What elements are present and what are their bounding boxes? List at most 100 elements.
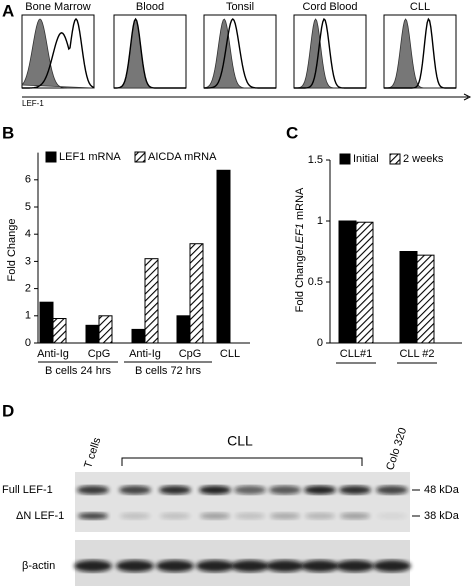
- x-tick-label: CpG: [88, 348, 111, 360]
- y-tick-label: 0: [317, 337, 323, 349]
- bar: [216, 169, 231, 344]
- band: [301, 560, 339, 572]
- histogram-title: Cord Blood: [302, 1, 357, 13]
- band: [373, 560, 411, 572]
- legend-label: Initial: [353, 153, 379, 165]
- x-label: LEF-1: [22, 99, 44, 108]
- legend-label: LEF1 mRNA: [59, 151, 121, 163]
- histogram-frame: [113, 14, 187, 89]
- legend-swatch: [134, 151, 146, 163]
- row-label: β-actin: [22, 560, 55, 572]
- blot: [75, 472, 410, 532]
- panel-letter: B: [2, 123, 14, 142]
- legend-swatch: [45, 151, 57, 163]
- x-tick-label: Anti-Ig: [129, 348, 161, 360]
- band: [160, 512, 190, 520]
- bar: [39, 301, 54, 344]
- band: [77, 485, 109, 495]
- band: [339, 485, 371, 495]
- band: [116, 560, 154, 572]
- lane-label: Colo 320: [384, 426, 409, 472]
- band: [304, 485, 336, 495]
- band: [376, 485, 408, 495]
- y-label-part: mRNA: [294, 187, 306, 220]
- panel-letter: C: [286, 123, 298, 142]
- y-tick-label: 1: [25, 310, 31, 322]
- band: [336, 560, 374, 572]
- bar: [355, 221, 374, 344]
- group-label: B cells 24 hrs: [45, 365, 112, 377]
- x-tick-label: CLL #2: [399, 348, 434, 360]
- bar: [176, 315, 191, 344]
- histogram-title: Tonsil: [226, 1, 254, 13]
- y-tick-label: 1.5: [308, 154, 323, 166]
- legend-swatch: [339, 153, 351, 165]
- lane-label: T cells: [82, 436, 103, 470]
- band: [231, 560, 269, 572]
- x-tick-label: CLL: [220, 348, 240, 360]
- y-tick-label: 5: [25, 201, 31, 213]
- histogram-title: CLL: [410, 1, 430, 13]
- legend-swatch: [389, 153, 401, 165]
- y-tick-label: 2: [25, 283, 31, 295]
- band: [340, 512, 370, 520]
- y-tick-label: 3: [25, 255, 31, 267]
- size-label: 38 kDa: [424, 510, 460, 522]
- row-label: Full LEF-1: [2, 484, 53, 496]
- band: [269, 485, 301, 495]
- panel-b: Fold Change 0 1 2 3 4 5 6 LEF1 mRNA AICDA mRNA An…: [6, 151, 250, 377]
- band: [377, 512, 407, 520]
- band: [78, 512, 108, 520]
- y-tick-label: 4: [25, 228, 31, 240]
- y-tick-label: 0: [25, 337, 31, 349]
- band: [196, 560, 234, 572]
- arrow-head: [463, 93, 472, 101]
- histogram-title: Bone Marrow: [25, 1, 90, 13]
- group-label: CLL: [227, 433, 253, 449]
- lef1-histogram: [22, 17, 95, 89]
- lef1-histogram: [204, 18, 276, 89]
- histogram-title: Blood: [136, 1, 164, 13]
- group-label: B cells 72 hrs: [135, 365, 202, 377]
- bracket: [121, 457, 363, 466]
- y-tick-label: 0.5: [308, 276, 323, 288]
- band: [119, 485, 151, 495]
- bar: [52, 318, 67, 344]
- legend-label: AICDA mRNA: [148, 151, 217, 163]
- x-tick-label: CLL#1: [340, 348, 372, 360]
- panel-a: LEF-1 Bone Marrow Blood Tonsil Cord Blood CL…: [21, 1, 472, 108]
- y-label: Fold ChangeLEF1 mRNA: [294, 187, 306, 312]
- panel-letter: D: [2, 401, 14, 420]
- band: [74, 560, 112, 572]
- bar: [416, 254, 435, 344]
- band: [305, 512, 335, 520]
- bar: [144, 258, 159, 344]
- size-label: 48 kDa: [424, 484, 460, 496]
- bar: [338, 220, 357, 344]
- y-tick-label: 1: [317, 215, 323, 227]
- band: [156, 560, 194, 572]
- band: [235, 512, 265, 520]
- band: [120, 512, 150, 520]
- row-label: ΔN LEF-1: [16, 510, 64, 522]
- panel-letter: A: [2, 1, 14, 20]
- lef1-histogram: [294, 17, 366, 89]
- band: [199, 485, 231, 495]
- bar: [189, 243, 204, 344]
- x-tick-label: CpG: [179, 348, 202, 360]
- band: [266, 560, 304, 572]
- band: [234, 485, 266, 495]
- control-histogram: [21, 18, 95, 89]
- panel-c: Fold ChangeLEF1 mRNA 0 0.5 1 1.5 Initial 2 we…: [294, 153, 462, 364]
- bar: [98, 315, 113, 344]
- control-histogram: [114, 18, 186, 89]
- legend-label: 2 weeks: [403, 153, 444, 165]
- y-label-part: Fold Change: [294, 249, 306, 312]
- lef1-histogram: [384, 17, 456, 89]
- y-label: Fold Change: [6, 219, 18, 282]
- lef1-histogram: [114, 17, 186, 89]
- x-tick-label: Anti-Ig: [37, 348, 69, 360]
- band: [200, 512, 230, 520]
